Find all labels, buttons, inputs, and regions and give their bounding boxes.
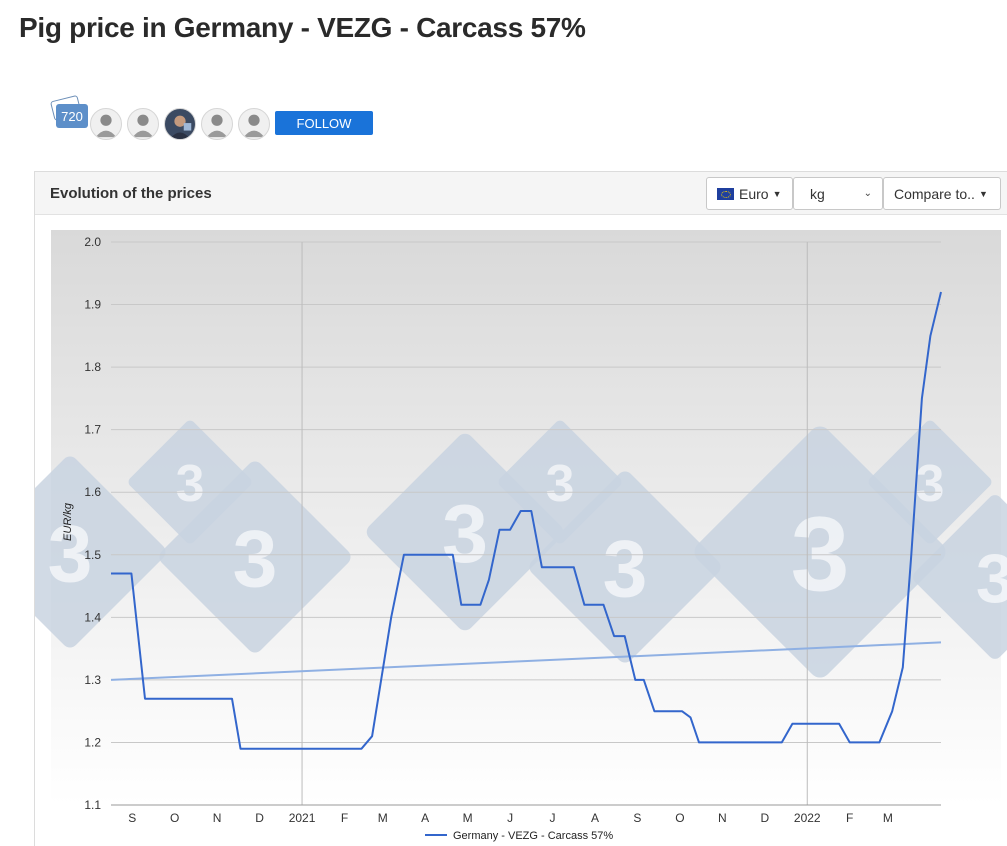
x-tick-label: J <box>507 811 513 825</box>
caret-down-icon: ▼ <box>772 188 782 199</box>
svg-text:3: 3 <box>603 524 648 614</box>
followers-count: 720 <box>56 104 88 128</box>
x-tick-label: A <box>591 811 599 825</box>
x-tick-label: 2021 <box>289 811 316 825</box>
x-tick-label: D <box>255 811 264 825</box>
legend[interactable]: Germany - VEZG - Carcass 57% <box>425 830 613 842</box>
x-tick-label: M <box>378 811 388 825</box>
x-tick-label: M <box>883 811 893 825</box>
y-tick-label: 1.5 <box>84 548 101 562</box>
y-tick-label: 2.0 <box>84 235 101 249</box>
x-tick-label: 2022 <box>794 811 821 825</box>
y-axis: 1.1 1.2 1.3 1.4 1.5 1.6 1.7 1.8 1.9 2.0 <box>84 235 101 812</box>
y-tick-label: 1.4 <box>84 610 101 624</box>
panel-title: Evolution of the prices <box>50 185 212 202</box>
watermark-logo-icon: 3 <box>159 461 351 653</box>
followers-badge[interactable]: 720 <box>48 94 92 134</box>
watermark-logos: 333 333 333 <box>35 420 1007 678</box>
legend-label: Germany - VEZG - Carcass 57% <box>453 830 613 842</box>
svg-text:3: 3 <box>233 514 278 604</box>
x-tick-label: A <box>421 811 429 825</box>
y-tick-label: 1.9 <box>84 298 101 312</box>
trend-line-path <box>110 641 942 681</box>
svg-text:3: 3 <box>442 487 488 580</box>
watermark-logo-icon: 3 <box>913 495 1007 659</box>
avatar[interactable] <box>127 108 159 140</box>
x-tick-label: O <box>170 811 179 825</box>
x-axis: S O N D 2021 F M A M J J A S O N D 2022 F M <box>111 804 941 825</box>
x-tick-label: O <box>675 811 684 825</box>
avatar[interactable] <box>238 108 270 140</box>
page-title: Pig price in Germany - VEZG - Carcass 57… <box>19 12 586 43</box>
series-lines <box>111 291 942 750</box>
svg-text:3: 3 <box>546 454 575 512</box>
y-tick-label: 1.3 <box>84 673 101 687</box>
compare-label: Compare to.. <box>894 185 975 202</box>
avatar[interactable] <box>201 108 233 140</box>
panel-header: Evolution of the prices Euro ▼ kg ⌄ Comp… <box>35 172 1007 215</box>
followers-bar: 720 FOLLOW <box>48 94 408 142</box>
unit-value: kg <box>810 185 825 202</box>
y-axis-label: EUR/kg <box>62 502 74 541</box>
x-tick-label: N <box>718 811 727 825</box>
y-tick-label: 1.6 <box>84 485 101 499</box>
x-tick-label: F <box>846 811 853 825</box>
x-tick-label: N <box>213 811 222 825</box>
currency-dropdown[interactable]: Euro ▼ <box>706 177 793 210</box>
svg-text:3: 3 <box>176 454 205 512</box>
y-tick-label: 1.1 <box>84 798 101 812</box>
price-chart: 333 333 333 1.1 1.2 1.3 1.4 1.5 1.6 1.7 1.8 1.9 2.0… <box>35 230 1007 842</box>
x-tick-label: J <box>550 811 556 825</box>
svg-text:3: 3 <box>48 509 93 599</box>
chevron-down-icon: ⌄ <box>863 188 872 199</box>
watermark-logo-icon: 3 <box>529 471 721 663</box>
price-evolution-panel: Evolution of the prices Euro ▼ kg ⌄ Comp… <box>34 171 1007 846</box>
avatar[interactable] <box>90 108 122 140</box>
user-photo-avatar[interactable] <box>164 108 196 140</box>
y-tick-label: 1.8 <box>84 360 101 374</box>
trend-line <box>110 641 942 681</box>
x-tick-label: M <box>463 811 473 825</box>
caret-down-icon: ▼ <box>978 188 988 199</box>
x-tick-label: S <box>633 811 641 825</box>
follow-button[interactable]: FOLLOW <box>275 111 373 135</box>
eu-flag-icon <box>717 187 734 200</box>
x-tick-label: S <box>128 811 136 825</box>
y-tick-label: 1.7 <box>84 423 101 437</box>
watermark-logo-icon: 3 <box>868 420 992 544</box>
x-tick-label: F <box>341 811 348 825</box>
series-line[interactable] <box>111 291 942 750</box>
svg-text:3: 3 <box>916 454 945 512</box>
svg-text:3: 3 <box>976 540 1007 617</box>
compare-dropdown[interactable]: Compare to.. ▼ <box>883 177 1001 210</box>
y-tick-label: 1.2 <box>84 735 101 749</box>
watermark-logo-icon: 3 <box>35 456 166 648</box>
unit-select[interactable]: kg ⌄ <box>793 177 883 210</box>
x-tick-label: D <box>760 811 769 825</box>
currency-label: Euro <box>739 185 769 202</box>
